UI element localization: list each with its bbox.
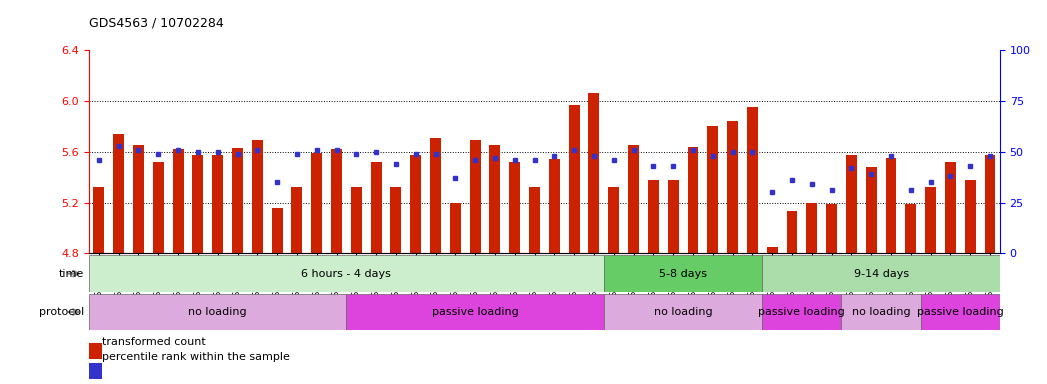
Bar <box>926 187 936 253</box>
Bar <box>604 255 762 292</box>
Bar <box>291 187 303 253</box>
Bar <box>806 203 818 253</box>
Text: 5-8 days: 5-8 days <box>659 268 707 279</box>
Bar <box>153 162 163 253</box>
Bar <box>410 156 421 253</box>
Bar <box>529 187 540 253</box>
Bar <box>549 159 560 253</box>
Bar <box>747 107 758 253</box>
Bar <box>347 294 604 330</box>
Bar <box>588 93 599 253</box>
Bar <box>826 204 837 253</box>
Bar <box>964 180 976 253</box>
Bar <box>604 294 762 330</box>
Bar <box>89 363 102 379</box>
Bar <box>430 138 441 253</box>
Bar <box>271 208 283 253</box>
Bar <box>846 156 856 253</box>
Bar <box>688 147 698 253</box>
Text: passive loading: passive loading <box>917 307 1004 317</box>
Bar <box>842 294 920 330</box>
Text: 9-14 days: 9-14 days <box>853 268 909 279</box>
Bar <box>668 180 678 253</box>
Bar <box>920 294 1000 330</box>
Bar <box>762 255 1000 292</box>
Text: 6 hours - 4 days: 6 hours - 4 days <box>302 268 392 279</box>
Bar <box>708 126 718 253</box>
Bar <box>866 167 876 253</box>
Bar <box>727 121 738 253</box>
Bar <box>490 145 500 253</box>
Bar <box>608 187 619 253</box>
Bar <box>766 247 778 253</box>
Bar <box>470 140 481 253</box>
Bar <box>93 187 105 253</box>
Bar <box>945 162 956 253</box>
Text: passive loading: passive loading <box>431 307 518 317</box>
Bar <box>311 153 322 253</box>
Bar <box>89 343 102 359</box>
Bar <box>351 187 362 253</box>
Bar <box>133 145 143 253</box>
Bar <box>371 162 381 253</box>
Bar <box>886 158 896 253</box>
Bar <box>786 212 798 253</box>
Bar <box>252 140 263 253</box>
Text: transformed count: transformed count <box>102 337 205 347</box>
Text: protocol: protocol <box>39 307 84 317</box>
Bar <box>89 255 604 292</box>
Bar <box>331 149 342 253</box>
Bar <box>509 162 520 253</box>
Bar <box>628 145 639 253</box>
Bar <box>113 134 125 253</box>
Text: no loading: no loading <box>653 307 712 317</box>
Bar <box>450 203 461 253</box>
Bar <box>213 156 223 253</box>
Bar <box>984 156 996 253</box>
Text: time: time <box>59 268 84 279</box>
Text: no loading: no loading <box>852 307 911 317</box>
Text: passive loading: passive loading <box>758 307 845 317</box>
Bar <box>648 180 659 253</box>
Bar <box>232 148 243 253</box>
Text: no loading: no loading <box>188 307 247 317</box>
Bar <box>193 156 203 253</box>
Bar <box>762 294 842 330</box>
Bar <box>173 149 183 253</box>
Bar <box>391 187 401 253</box>
Text: percentile rank within the sample: percentile rank within the sample <box>102 352 289 362</box>
Bar <box>89 294 347 330</box>
Bar <box>569 104 580 253</box>
Text: GDS4563 / 10702284: GDS4563 / 10702284 <box>89 17 224 30</box>
Bar <box>906 204 916 253</box>
